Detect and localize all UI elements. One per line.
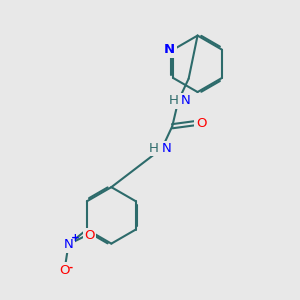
Text: O: O (59, 264, 69, 277)
Text: O: O (84, 229, 94, 242)
Text: N: N (164, 43, 175, 56)
Text: H: H (148, 142, 158, 155)
Text: -: - (69, 262, 73, 272)
Text: H: H (168, 94, 178, 107)
Text: +: + (70, 233, 80, 243)
Text: N: N (181, 94, 191, 107)
Text: O: O (196, 117, 206, 130)
Text: N: N (162, 142, 172, 155)
Text: N: N (64, 238, 74, 251)
